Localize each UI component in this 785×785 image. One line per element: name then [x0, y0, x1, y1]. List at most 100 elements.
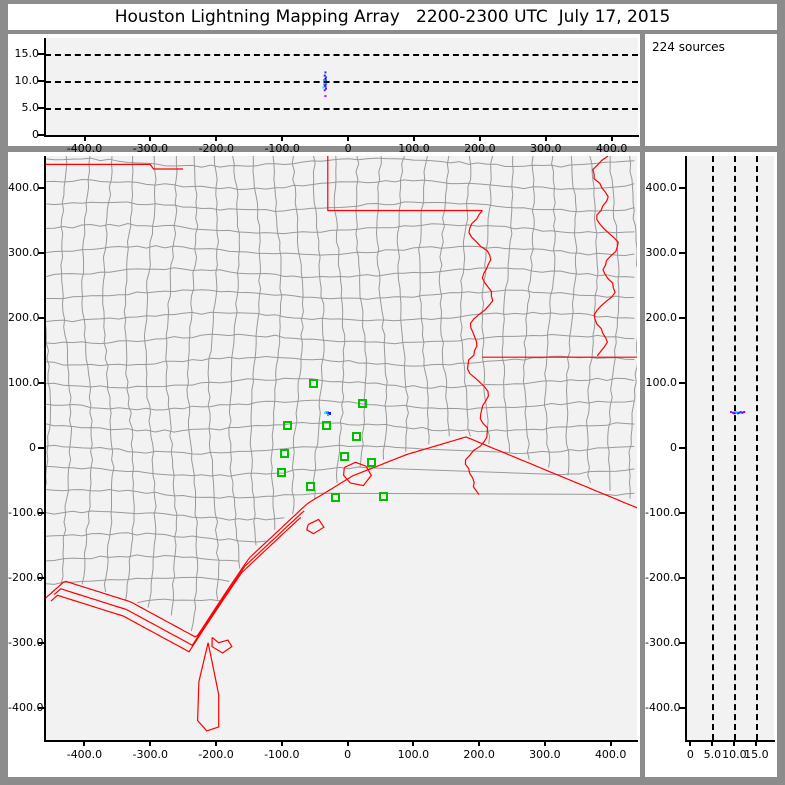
lma-station-marker [308, 378, 318, 388]
county-boundary [396, 156, 409, 452]
y-tick-label: -400.0 [8, 700, 44, 714]
lightning-source-point [324, 85, 327, 88]
county-boundary [481, 156, 494, 445]
x-tick [478, 740, 481, 746]
state-boundary-nw [45, 163, 184, 170]
county-boundary [45, 289, 635, 300]
x-tick-label: 200.0 [464, 142, 496, 155]
x-tick [149, 135, 152, 141]
height-distance-plot-area[interactable] [686, 156, 774, 740]
county-boundary [45, 444, 635, 455]
x-tick-label: -100.0 [264, 142, 300, 155]
county-boundary [123, 156, 135, 600]
county-boundary [628, 156, 637, 499]
y-tick-label: -200.0 [645, 570, 681, 584]
x-tick [711, 740, 714, 746]
y-axis-line [685, 156, 687, 740]
y-tick-label: 300.0 [645, 246, 678, 260]
y-tick [679, 706, 686, 709]
y-tick-label: 200.0 [8, 311, 40, 325]
y-tick-label: -400.0 [645, 700, 681, 714]
y-tick-label: 0 [670, 441, 677, 454]
time-height-panel: 0 5.0 10.0 15.0 -400.0 -300.0 -200.0 -100.0 0 100… [8, 34, 640, 155]
county-boundary [45, 399, 635, 411]
county-boundary [270, 156, 283, 530]
lightning-source-point [327, 412, 330, 415]
county-boundary [501, 156, 514, 452]
coastline [45, 436, 637, 638]
lightning-source-point [324, 71, 327, 74]
x-tick [215, 135, 218, 141]
x-tick-label: 300.0 [529, 748, 561, 761]
y-tick-label: 300.0 [8, 246, 40, 260]
county-boundary [45, 178, 635, 191]
county-boundary [60, 156, 73, 585]
county-boundary [45, 465, 635, 477]
lightning-source-point [324, 77, 327, 80]
county-boundary [45, 510, 285, 521]
y-tick [679, 576, 686, 579]
x-tick [83, 135, 86, 141]
x-tick [544, 135, 547, 141]
county-boundary [45, 222, 635, 235]
lightning-source-point [731, 411, 734, 414]
county-boundary [45, 245, 635, 257]
lightning-source-point [322, 86, 325, 89]
y-tick [38, 576, 45, 579]
lma-station-marker [339, 451, 349, 461]
state-boundary-tx-la [464, 210, 494, 496]
x-tick-label: -200.0 [198, 748, 234, 761]
county-boundary [459, 156, 472, 437]
y-tick-label: 10.0 [14, 74, 40, 88]
lightning-source-point [325, 79, 327, 82]
y-tick [38, 447, 45, 449]
matagorda-bay [306, 518, 325, 535]
y-tick [38, 252, 45, 255]
lightning-source-point [325, 83, 327, 86]
lightning-source-point [730, 411, 732, 413]
y-tick-label: 100.0 [645, 376, 678, 390]
county-boundary [375, 156, 388, 460]
x-tick-label: -300.0 [132, 142, 169, 155]
y-tick [679, 447, 686, 449]
x-tick-label: 100.0 [397, 748, 430, 761]
county-boundary [585, 156, 599, 484]
x-tick-label: 300.0 [530, 142, 562, 155]
x-tick-label: 200.0 [463, 748, 495, 761]
y-tick [679, 382, 686, 385]
y-axis-line [44, 156, 46, 740]
x-axis-line [44, 740, 638, 742]
county-boundary [45, 157, 635, 168]
lightning-source-point [741, 411, 744, 414]
y-tick [38, 317, 45, 320]
gridline-horizontal [45, 81, 638, 84]
y-tick-label: -300.0 [645, 635, 681, 649]
lightning-source-point [743, 411, 746, 413]
county-boundary [565, 156, 578, 476]
county-boundary [291, 156, 304, 515]
y-tick-label: -100.0 [8, 505, 44, 519]
x-tick [347, 135, 350, 141]
x-tick-label: -300.0 [132, 748, 168, 761]
x-tick-label: 0 [344, 748, 352, 761]
lightning-source-point [323, 74, 326, 77]
lightning-source-point [325, 87, 327, 90]
plan-view-plot-area[interactable] [45, 156, 637, 740]
lightning-source-point [325, 412, 328, 415]
x-tick-label: -100.0 [264, 748, 300, 761]
y-tick [38, 187, 45, 190]
time-height-plot-area[interactable] [45, 38, 638, 135]
lma-station-marker [282, 421, 292, 431]
x-tick-label: -400.0 [66, 142, 103, 155]
county-boundary [45, 333, 635, 345]
state-boundary-ok-tx [327, 156, 483, 212]
sources-count-label: 224 sources [652, 40, 725, 54]
county-boundary [186, 156, 199, 632]
lightning-source-point [739, 411, 742, 413]
county-boundary [136, 598, 221, 604]
y-tick [38, 382, 45, 385]
y-tick-label: 5.0 [21, 101, 40, 115]
county-boundary [45, 377, 635, 389]
y-tick [679, 252, 686, 255]
county-boundary [165, 156, 178, 616]
